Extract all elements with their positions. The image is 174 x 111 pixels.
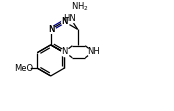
Text: N: N bbox=[48, 25, 54, 34]
Text: N: N bbox=[48, 25, 54, 34]
Text: N: N bbox=[61, 17, 68, 26]
Text: N: N bbox=[61, 47, 68, 56]
Text: NH$_2$: NH$_2$ bbox=[71, 1, 88, 13]
Text: N: N bbox=[61, 17, 68, 26]
Text: HN: HN bbox=[64, 14, 76, 23]
Text: MeO: MeO bbox=[14, 64, 33, 73]
Text: NH: NH bbox=[87, 47, 99, 56]
